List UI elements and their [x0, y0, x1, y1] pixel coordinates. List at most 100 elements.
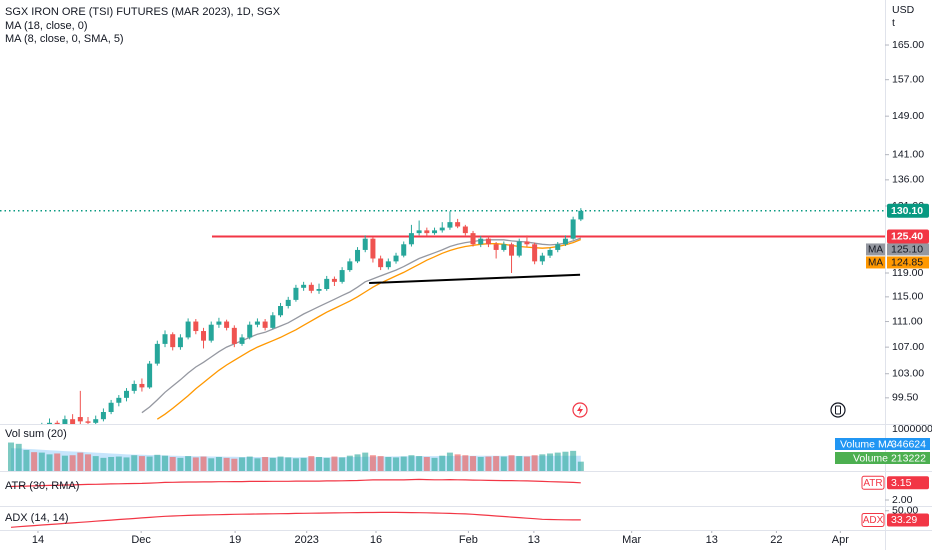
candle-body	[147, 363, 153, 388]
volume-bar	[223, 457, 230, 471]
volume-bar	[138, 456, 145, 471]
volume-bar	[354, 454, 361, 471]
tag-box	[861, 512, 885, 527]
volume-bar	[400, 456, 407, 471]
candle-body	[177, 337, 183, 348]
candle-body	[224, 321, 230, 328]
value-label: 33.29	[891, 514, 917, 526]
y-tick-label: 1000000	[892, 423, 932, 435]
tag-label: MA	[868, 258, 883, 269]
y-tick-label: 165.00	[892, 39, 924, 51]
volume-bar	[8, 442, 15, 471]
volume-bar	[254, 458, 261, 471]
candle-body	[509, 244, 515, 256]
volume-bar	[131, 455, 138, 471]
candle-body	[539, 255, 545, 262]
volume-bar	[462, 455, 469, 471]
y-tick-label: 119.00	[892, 267, 923, 279]
indicator-panes: 14 Dec 19 2023 16 Feb 13 Mar 13 22 Apr	[8, 442, 849, 546]
candle-body	[378, 258, 384, 268]
volume-bar	[162, 455, 169, 471]
x-tick-label: Mar	[622, 534, 641, 546]
indicator-label: MA (8, close, 0, SMA, 5)	[5, 33, 124, 45]
candle-body	[47, 422, 53, 424]
icon[interactable]	[830, 402, 846, 418]
volume-bar	[454, 454, 461, 471]
candle-body	[439, 227, 445, 231]
volume-bar	[416, 456, 423, 471]
volume-bar	[323, 457, 330, 471]
volume-bar	[169, 456, 176, 471]
candle-body	[231, 327, 237, 344]
volume-bar	[439, 455, 446, 471]
volume-bar	[292, 458, 299, 471]
value-label: 125.10	[891, 244, 923, 256]
y-tick-label: 99.50	[892, 392, 918, 404]
price-label: 130.10	[891, 205, 923, 217]
x-tick-label: Dec	[131, 534, 151, 546]
candle-body	[485, 238, 491, 245]
volume-bar	[362, 452, 369, 471]
volume-bar	[215, 456, 222, 471]
volume-bar	[108, 456, 115, 471]
y-tick-label: 115.00	[892, 291, 923, 303]
candle-body	[100, 412, 106, 420]
candle-body	[108, 402, 114, 413]
candle-body	[455, 222, 461, 227]
value-label: 124.85	[891, 257, 923, 269]
price-label: 125.40	[891, 231, 923, 243]
x-tick-label: 2023	[294, 534, 318, 546]
volume-bar	[531, 455, 538, 471]
value-box	[835, 452, 930, 464]
volume-bar	[331, 456, 338, 471]
volume-bar	[154, 454, 161, 471]
candle-body	[185, 321, 191, 338]
pane-title: ADX (14, 14)	[5, 512, 69, 524]
legend-label: Volume MA	[840, 438, 894, 450]
volume-bar	[577, 461, 584, 471]
candle-body	[570, 219, 576, 239]
y-tick-label: 149.00	[892, 110, 924, 122]
candle-body	[478, 238, 484, 245]
icon[interactable]	[572, 402, 588, 418]
value-label: 213222	[891, 452, 926, 464]
candle-body	[162, 334, 168, 344]
volume-bar	[500, 456, 507, 471]
y-tick-label: 141.00	[892, 148, 924, 160]
volume-bar	[523, 456, 530, 471]
volume-bar	[200, 456, 207, 471]
volume-bar	[339, 457, 346, 471]
candle-body	[447, 222, 453, 228]
candle-body	[547, 249, 553, 256]
price-axis: USD t 99.50 103.00 107.00 111.00 115.00 119.0…	[885, 4, 932, 517]
volume-bar	[385, 456, 392, 471]
volume-bar	[408, 455, 415, 471]
volume-bar	[246, 456, 253, 471]
candle-body	[308, 284, 314, 291]
x-tick-label: Feb	[459, 534, 478, 546]
candle-body	[401, 244, 407, 256]
candle-body	[278, 306, 284, 316]
value-label: 3.15	[891, 477, 912, 489]
volume-bar	[208, 458, 215, 471]
candle-body	[524, 241, 530, 245]
volume-bar	[115, 456, 122, 471]
volume-bar	[431, 457, 438, 471]
volume-bar	[277, 456, 284, 471]
trendline	[369, 273, 581, 285]
candle-body	[370, 238, 376, 259]
candle-body	[262, 321, 268, 328]
candle-body	[432, 230, 438, 234]
price-box	[887, 203, 929, 218]
candle-body	[324, 278, 330, 290]
volume-bar	[269, 457, 276, 471]
candle-body	[532, 244, 538, 262]
volume-bar	[477, 456, 484, 471]
volume-bar	[485, 456, 492, 471]
candle-body	[77, 417, 83, 422]
candle-body	[493, 244, 499, 250]
x-tick-label: 14	[32, 534, 44, 546]
candle-body	[293, 287, 299, 300]
candle-body	[501, 244, 507, 250]
value-box	[887, 476, 929, 490]
